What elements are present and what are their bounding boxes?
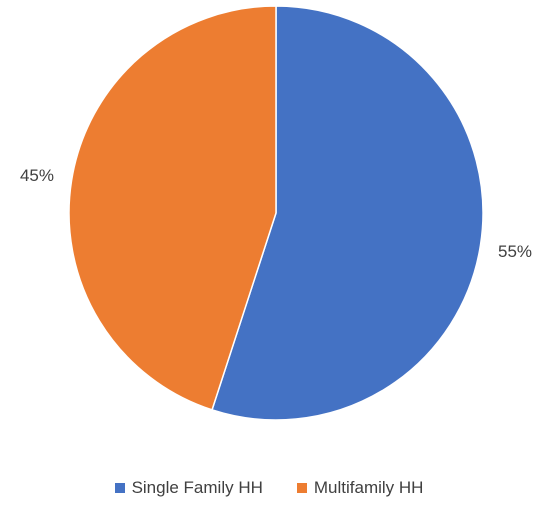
data-label-single-family: 55% <box>498 242 532 261</box>
legend: Single Family HH Multifamily HH <box>0 478 538 498</box>
legend-swatch-multifamily <box>296 483 307 493</box>
legend-item-multifamily: Multifamily HH <box>296 478 424 498</box>
legend-item-single-family: Single Family HH <box>114 478 263 498</box>
legend-swatch-single-family <box>114 483 125 493</box>
data-label-multifamily: 45% <box>20 166 54 185</box>
legend-label-multifamily: Multifamily HH <box>313 478 424 497</box>
pie-slice-multifamily <box>68 5 277 411</box>
legend-label-single-family: Single Family HH <box>131 478 263 497</box>
pie-slice-single-family <box>211 5 484 421</box>
